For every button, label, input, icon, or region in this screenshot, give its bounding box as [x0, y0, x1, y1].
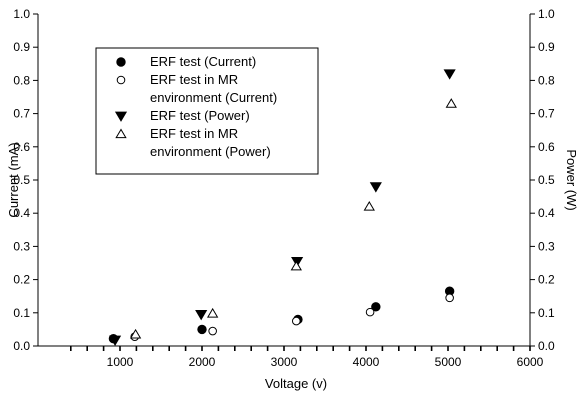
y-tick-label: 0.2: [13, 273, 30, 287]
x-tick-label: 6000: [517, 355, 544, 369]
y2-tick-label: 0.8: [538, 73, 555, 87]
series-2: [130, 293, 454, 342]
data-point: [129, 328, 142, 339]
y2-tick-label: 0.1: [538, 306, 555, 320]
y2-tick-label: 0.7: [538, 107, 555, 121]
y-tick-label: 1.0: [13, 7, 30, 21]
data-point: [371, 302, 381, 312]
data-point: [363, 201, 375, 211]
y-tick-label: 0.0: [13, 339, 30, 353]
data-point: [291, 256, 304, 268]
y2-tick-label: 0.3: [538, 239, 555, 253]
y2-tick-label: 1.0: [538, 7, 555, 21]
ticks: 0.0 0.0 0.1 0.1 0.2 0.2 0.3 0.3 0.4 0.4 0.5 0.5 0.6 0…: [13, 7, 555, 369]
legend-marker: [116, 57, 126, 67]
data-point: [290, 260, 302, 271]
y2-tick-label: 0.6: [538, 140, 555, 154]
data-point: [365, 307, 375, 317]
x-tick-label: 5000: [435, 355, 462, 369]
y2-tick-label: 0.2: [538, 273, 555, 287]
x-tick-label: 4000: [353, 355, 380, 369]
data-point: [197, 324, 207, 335]
data-point: [445, 98, 457, 108]
data-point: [206, 307, 219, 318]
y2-axis-title: Power (W): [564, 149, 577, 210]
legend-entry-text: ERF test (Current): [150, 54, 256, 69]
x-tick-label: 2000: [189, 355, 216, 369]
y-tick-label: 0.3: [13, 239, 30, 253]
data-point: [443, 69, 456, 80]
y2-tick-label: 0.0: [538, 339, 555, 353]
data-point: [292, 316, 301, 326]
legend-entry-text: ERF test in MR: [150, 72, 238, 87]
legend-entry-text: environment (Current): [150, 90, 277, 105]
y-tick-label: 0.8: [13, 73, 30, 87]
y-tick-label: 0.4: [13, 206, 30, 220]
data-marks: [108, 69, 457, 346]
x-axis-title: Voltage (v): [265, 376, 327, 391]
series-3: [109, 69, 456, 346]
y2-tick-label: 0.4: [538, 206, 555, 220]
y-tick-label: 0.5: [13, 173, 30, 187]
legend-marker: [115, 128, 127, 139]
legend-marker: [114, 111, 128, 122]
x-tick-label: 3000: [271, 355, 298, 369]
data-point: [109, 335, 122, 346]
series-1: [108, 286, 455, 344]
y-axis-title: Current (mA): [6, 142, 21, 217]
y-tick-label: 0.7: [13, 107, 30, 121]
series-4: [129, 98, 457, 339]
y-tick-label: 0.6: [13, 140, 30, 154]
legend-entry-text: ERF test (Power): [150, 108, 250, 123]
legend-marker: [116, 75, 126, 85]
y2-tick-label: 0.5: [538, 173, 555, 187]
legend-entry-text: environment (Power): [150, 144, 271, 159]
legend: ERF test (Current) ERF test in MR environm…: [95, 47, 319, 175]
x-tick-label: 1000: [107, 355, 134, 369]
data-point: [369, 182, 382, 193]
data-point: [445, 293, 454, 303]
data-point: [195, 310, 208, 321]
y-tick-label: 0.1: [13, 306, 30, 320]
data-point: [208, 326, 217, 336]
y-tick-label: 0.9: [13, 40, 30, 54]
y2-tick-label: 0.9: [538, 40, 555, 54]
legend-box: [95, 47, 319, 175]
legend-entry-text: ERF test in MR: [150, 126, 238, 141]
